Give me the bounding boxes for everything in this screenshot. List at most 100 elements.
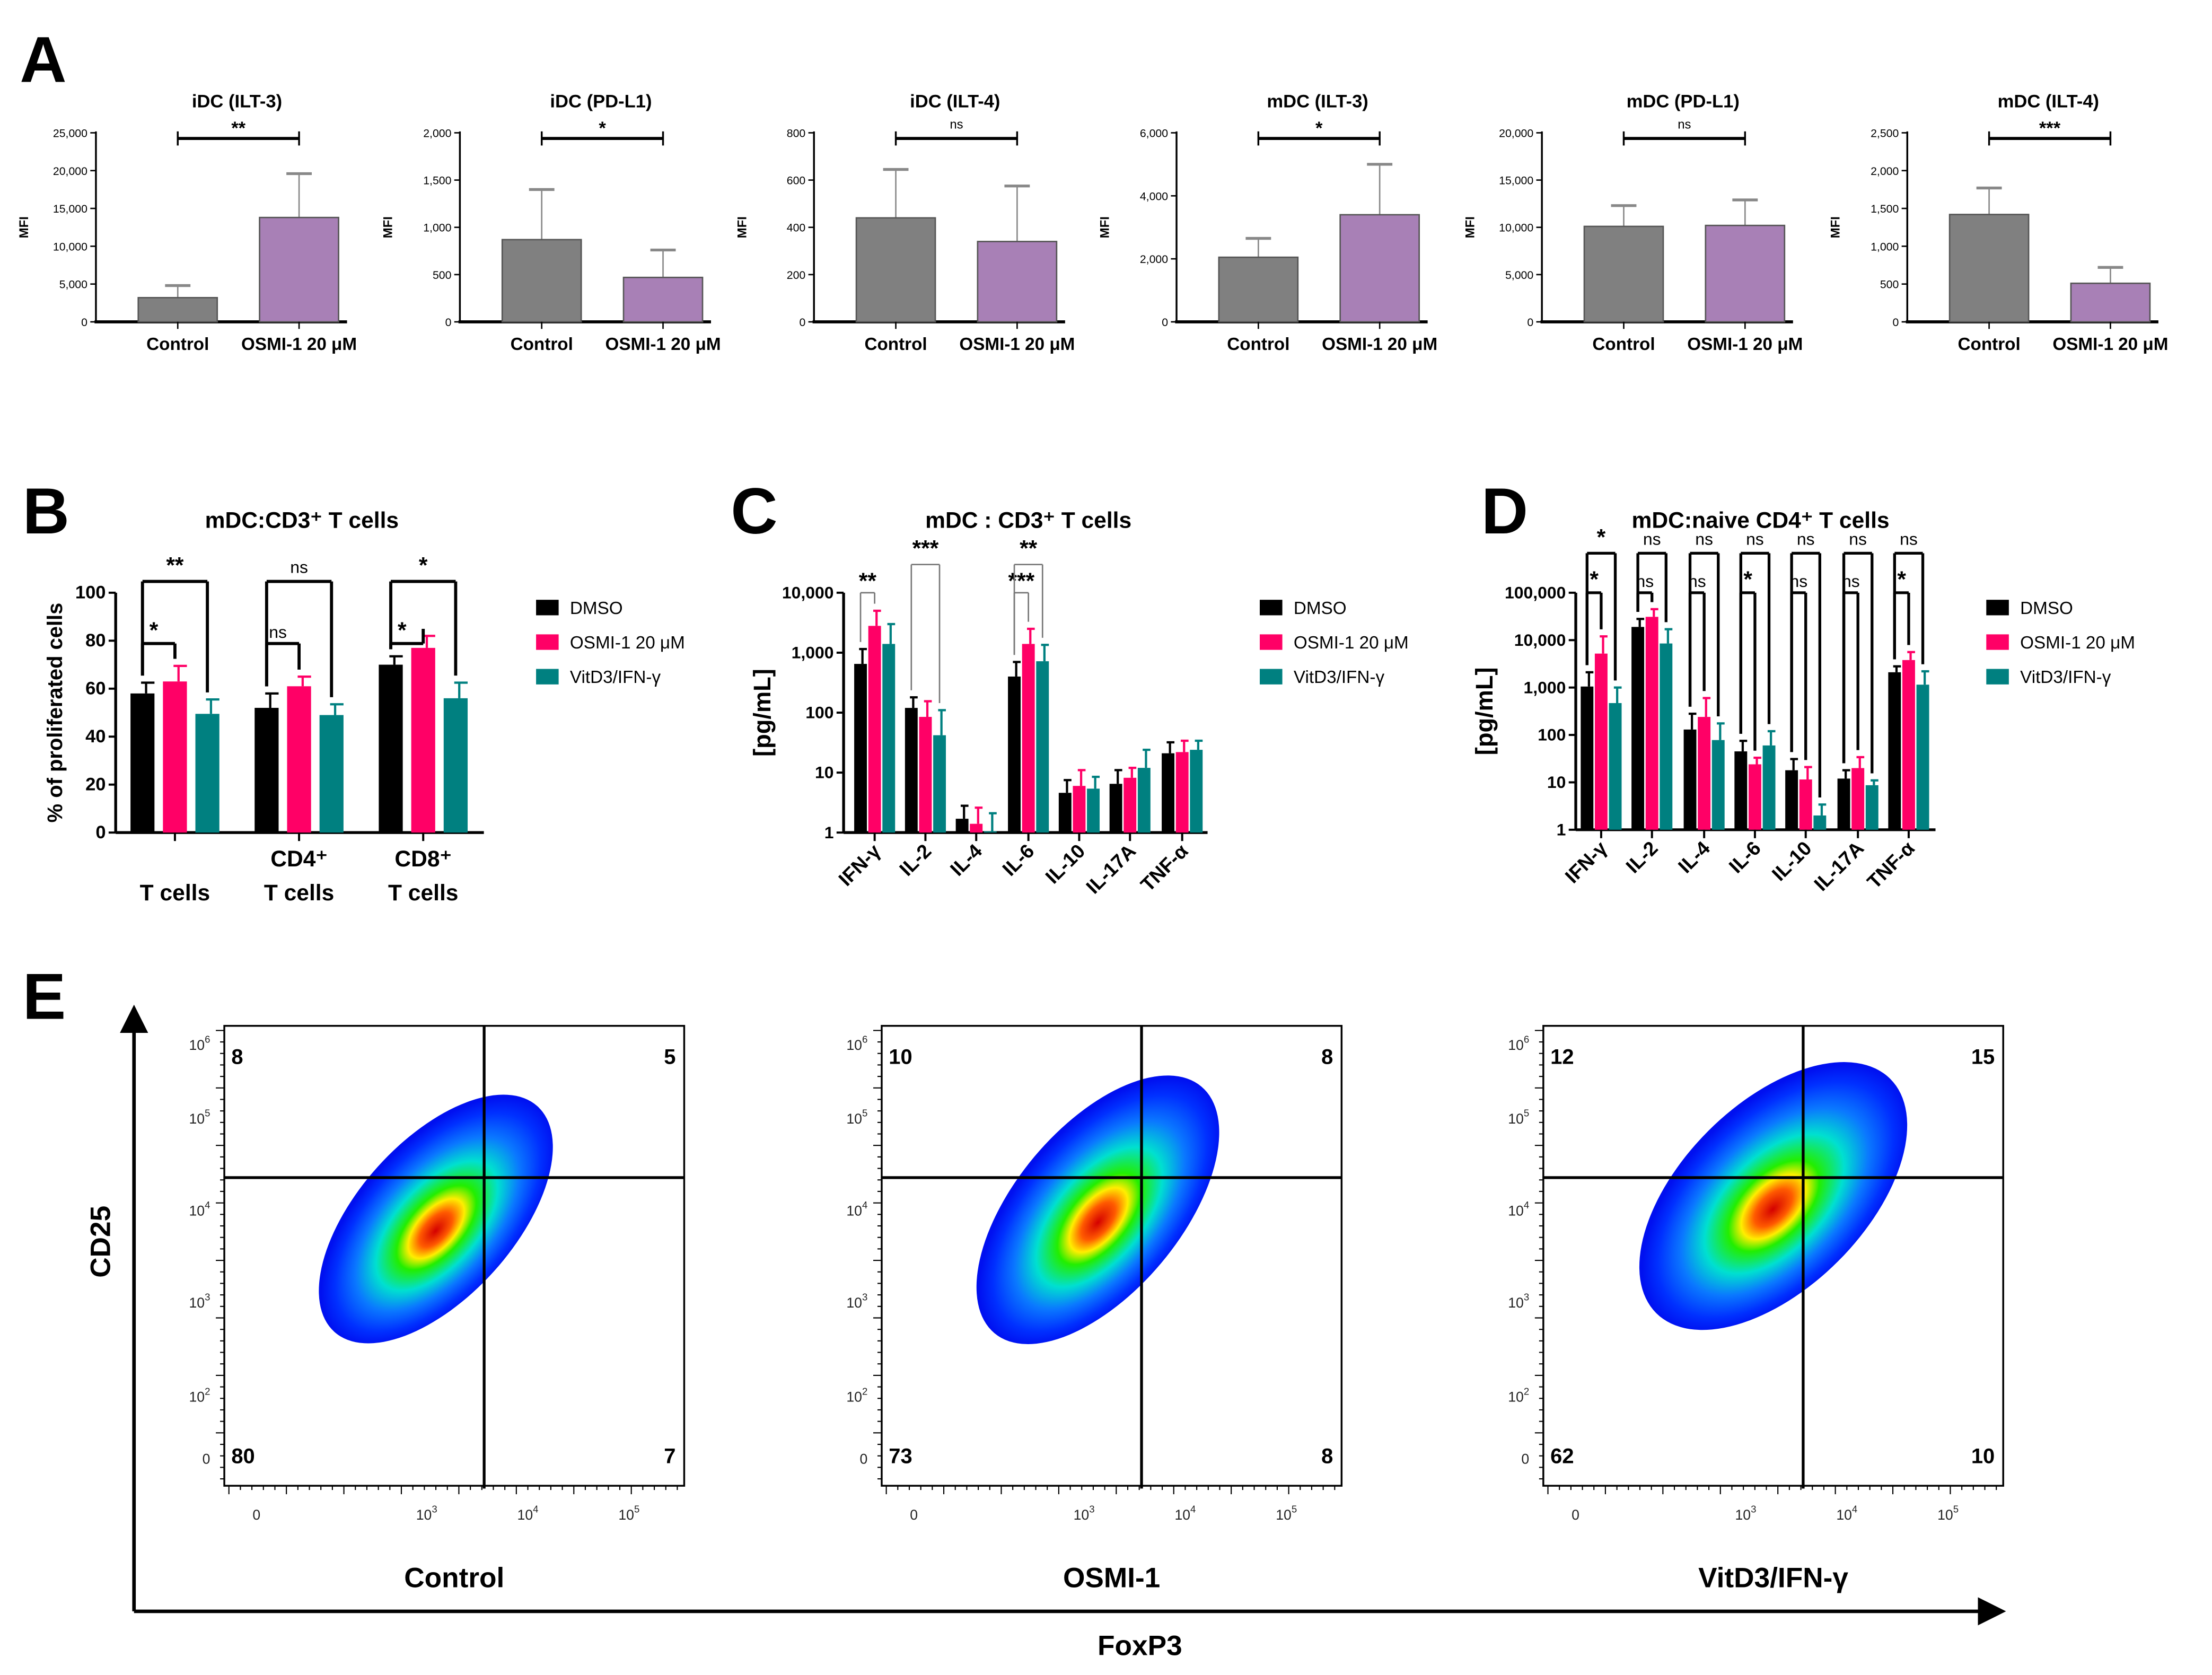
y-tick-label: 10,000 bbox=[1499, 222, 1533, 234]
legend-label: OSMI-1 20 μM bbox=[2020, 633, 2135, 653]
y-tick-label: 103 bbox=[846, 1291, 867, 1310]
bar bbox=[984, 831, 997, 833]
panel-letter-c: C bbox=[731, 475, 777, 547]
bar bbox=[1631, 627, 1645, 830]
tick-base: 10 bbox=[846, 1295, 862, 1311]
bar bbox=[977, 241, 1058, 323]
bar bbox=[1748, 764, 1761, 830]
x-tick-label: IL-10 bbox=[1767, 837, 1815, 885]
x-tick-label: IL-4 bbox=[1674, 837, 1715, 878]
bar bbox=[1948, 214, 2030, 323]
bar bbox=[1888, 672, 1901, 830]
y-tick-label: 500 bbox=[433, 269, 451, 282]
tick-base: 10 bbox=[416, 1507, 432, 1523]
chart-title: iDC (PD-L1) bbox=[550, 92, 652, 112]
plot-label: Control bbox=[404, 1563, 504, 1594]
bar bbox=[1218, 256, 1299, 323]
y-tick-label: 0 bbox=[81, 316, 87, 329]
tick-exponent: 5 bbox=[634, 1504, 639, 1515]
mfi-chart: iDC (ILT-4) MFI 0 200 400 600 800 Control OSMI-1… bbox=[735, 92, 1075, 355]
bar bbox=[1594, 653, 1608, 830]
y-tick-label: 10,000 bbox=[1514, 630, 1566, 650]
tick-exponent: 5 bbox=[1292, 1504, 1297, 1515]
tick-exponent: 2 bbox=[205, 1385, 210, 1397]
significance-label: ns bbox=[950, 117, 963, 131]
plot-frame bbox=[1542, 1024, 2004, 1487]
y-axis-label: MFI bbox=[1829, 216, 1843, 238]
bar bbox=[1813, 815, 1827, 830]
tick-base: 10 bbox=[189, 1389, 205, 1405]
tick-exponent: 5 bbox=[205, 1108, 210, 1119]
significance-label: ns bbox=[1678, 117, 1691, 131]
density-cloud bbox=[1639, 1062, 1908, 1330]
y-tick-label: 1 bbox=[1557, 820, 1566, 839]
bar bbox=[933, 735, 946, 833]
y-tick-label: 0 bbox=[1892, 316, 1899, 329]
y-tick-label: 100 bbox=[75, 583, 106, 603]
y-tick-label: 0 bbox=[1162, 316, 1168, 329]
bar bbox=[287, 686, 311, 833]
y-tick-label: 1,000 bbox=[1871, 240, 1899, 253]
x-tick-label: OSMI-1 20 μM bbox=[605, 335, 721, 354]
bar bbox=[501, 239, 582, 323]
tick-exponent: 4 bbox=[205, 1199, 210, 1211]
tick-exponent: 6 bbox=[205, 1034, 210, 1045]
y-tick-label: 15,000 bbox=[1499, 174, 1533, 187]
y-tick-label: 105 bbox=[189, 1108, 210, 1127]
y-tick-label: 100 bbox=[805, 703, 833, 722]
plot-label: OSMI-1 bbox=[1063, 1563, 1160, 1594]
x-tick-label: IL-2 bbox=[895, 839, 936, 880]
quadrant-lower-right-percent: 7 bbox=[664, 1445, 675, 1468]
x-tick-label: Control bbox=[1227, 335, 1289, 354]
x-tick-label: T cells bbox=[388, 880, 458, 906]
significance-label: * bbox=[1897, 567, 1906, 592]
y-tick-label: 1,500 bbox=[1871, 203, 1899, 215]
tick-base: 0 bbox=[860, 1451, 868, 1467]
bar bbox=[1008, 676, 1021, 833]
tick-exponent: 3 bbox=[1751, 1504, 1756, 1515]
legend-swatch bbox=[536, 669, 559, 685]
tick-base: 0 bbox=[203, 1451, 210, 1467]
significance-label: ns bbox=[1643, 529, 1661, 548]
bar bbox=[130, 693, 155, 833]
y-tick-label: 60 bbox=[85, 678, 106, 698]
bar bbox=[919, 717, 932, 833]
legend-swatch bbox=[1260, 634, 1283, 650]
bar bbox=[1162, 753, 1175, 833]
significance-label: ** bbox=[1020, 536, 1038, 562]
chart-title: mDC:naive CD4⁺ T cells bbox=[1632, 507, 1890, 533]
quadrant-upper-right-percent: 15 bbox=[1971, 1046, 1995, 1069]
significance-label: * bbox=[398, 618, 407, 643]
tick-base: 10 bbox=[189, 1295, 205, 1311]
significance-label: ** bbox=[166, 553, 184, 578]
tick-base: 10 bbox=[1508, 1111, 1524, 1127]
chart-title: iDC (ILT-3) bbox=[192, 92, 282, 112]
y-tick-label: 106 bbox=[1508, 1034, 1529, 1053]
y-tick-label: 1,500 bbox=[423, 174, 451, 187]
legend-label: VitD3/IFN-γ bbox=[1294, 668, 1385, 687]
bar bbox=[1109, 784, 1122, 833]
tick-exponent: 3 bbox=[862, 1291, 867, 1302]
y-tick-label: 800 bbox=[787, 127, 805, 139]
y-tick-label: 1,000 bbox=[792, 643, 834, 662]
x-tick-label: 103 bbox=[416, 1504, 437, 1523]
bar bbox=[1916, 685, 1929, 830]
density-cloud bbox=[976, 1075, 1219, 1344]
bar bbox=[1683, 729, 1697, 830]
bar bbox=[1087, 788, 1100, 833]
panel-letter-b: B bbox=[23, 475, 69, 547]
y-tick-label: 106 bbox=[846, 1034, 867, 1053]
significance-label: * bbox=[599, 118, 606, 138]
significance-label: *** bbox=[2039, 118, 2061, 138]
significance-label: ns bbox=[1849, 529, 1867, 548]
bar bbox=[955, 819, 969, 833]
x-tick-label: T cells bbox=[264, 880, 335, 906]
bar bbox=[1734, 751, 1748, 830]
legend-label: DMSO bbox=[570, 599, 623, 618]
significance-label: * bbox=[1315, 118, 1323, 138]
x-tick-label: OSMI-1 20 μM bbox=[1322, 335, 1437, 354]
bar bbox=[1705, 224, 1786, 323]
panel-letter-d: D bbox=[1481, 475, 1528, 547]
